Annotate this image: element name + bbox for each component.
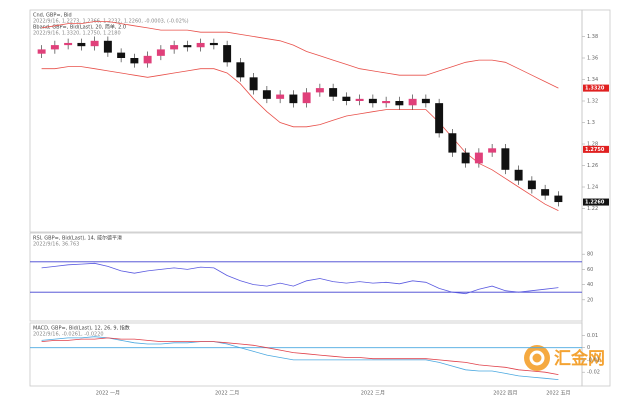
candle-body	[143, 55, 152, 64]
candle-body	[421, 98, 430, 104]
candle-body	[156, 49, 165, 56]
candle-body	[37, 49, 46, 54]
candle-body	[488, 148, 497, 153]
candle-body	[117, 52, 126, 58]
candle-body	[64, 42, 73, 46]
macd-panel	[29, 322, 583, 387]
panel-header: Bband, GBP=, Bid(Last), 20, 简单, 2.0	[33, 24, 126, 31]
candle-body	[183, 45, 192, 48]
candle-body	[249, 77, 258, 91]
y-tick-label: 0	[587, 345, 590, 351]
candle-body	[408, 98, 417, 106]
panel-header: 2022/9/16, 36.763	[33, 242, 79, 248]
price-tag-label: 1.3320	[585, 86, 605, 92]
band-lower	[41, 66, 559, 211]
candle-body	[276, 94, 285, 99]
candle-body	[448, 133, 457, 153]
watermark: 汇金网	[554, 348, 605, 369]
candle-body	[223, 45, 232, 63]
candle-body	[435, 103, 444, 134]
band-upper	[41, 21, 559, 89]
candle-body	[329, 88, 338, 97]
rsi-panel	[29, 232, 583, 322]
panel-header: 2022/9/16, -0.0261, -0.0220	[33, 332, 104, 338]
candle-body	[170, 45, 179, 50]
candle-body	[236, 62, 245, 78]
candle-body	[315, 88, 324, 93]
candle-body	[103, 40, 112, 53]
price-tag	[583, 84, 609, 92]
y-tick-label: 0.01	[587, 333, 598, 339]
candle-body	[501, 148, 510, 170]
y-tick-label: 1.28	[587, 142, 598, 148]
y-tick-label: 80	[587, 252, 593, 258]
indicator-line	[41, 337, 559, 375]
logo-mark	[529, 350, 545, 366]
candle-body	[527, 180, 536, 190]
candle-body	[77, 42, 86, 47]
y-tick-label: 1.38	[587, 34, 598, 40]
candle-body	[289, 94, 298, 104]
candle-body	[50, 45, 59, 50]
y-tick-label: -0.01	[587, 357, 600, 363]
candle-body	[209, 42, 218, 46]
panel-header: MACD, GBP=, Bid(Last), 12, 26, 9, 指数	[33, 325, 130, 332]
price-panel	[29, 9, 583, 233]
x-tick-label: 2022 一月	[96, 391, 120, 397]
logo	[524, 345, 550, 371]
y-tick-label: 1.34	[587, 77, 598, 83]
panel-header: RSI, GBP=, Bid(Last), 14, 威尔德平滑	[33, 235, 122, 242]
candle-body	[130, 58, 139, 64]
panel-header: 2022/9/16, 1.2273, 1.2366, 1.2232, 1.226…	[33, 19, 189, 25]
price-tag-label: 1.2750	[585, 147, 605, 153]
candle-body	[262, 90, 271, 99]
y-tick-label: 1.26	[587, 163, 598, 169]
y-tick-label: 1.36	[587, 56, 598, 62]
panel-header: Cnd, GBP=, Bid	[33, 13, 72, 19]
price-tag-label: 1.2260	[585, 200, 605, 206]
candle-body	[196, 42, 205, 48]
y-tick-label: 20	[587, 297, 593, 303]
candle-body	[514, 169, 523, 181]
candle-body	[474, 152, 483, 164]
price-tag	[583, 198, 609, 206]
y-tick-label: 60	[587, 267, 593, 273]
x-tick-label: 2022 四月	[493, 391, 517, 397]
candle-body	[382, 101, 391, 104]
y-tick-label: 1.3	[587, 120, 595, 126]
y-tick-label: 40	[587, 282, 593, 288]
x-tick-label: 2022 五月	[546, 391, 570, 397]
x-tick-label: 2022 三月	[361, 391, 385, 397]
y-tick-label: 1.24	[587, 185, 598, 191]
candle-body	[302, 92, 311, 104]
candle-body	[541, 189, 550, 196]
candle-body	[554, 195, 563, 203]
x-tick-label: 2022 二月	[215, 391, 239, 397]
indicator-line	[41, 336, 559, 380]
candle-body	[368, 98, 377, 104]
candle-body	[355, 98, 364, 101]
price-tag	[583, 145, 609, 153]
candle-body	[90, 40, 99, 47]
y-tick-label: 1.22	[587, 206, 598, 212]
indicator-line	[41, 262, 559, 295]
candle-body	[342, 96, 351, 101]
panel-header: 2022/9/16, 1.3320, 1.2750, 1.2180	[33, 31, 121, 37]
axis-strip	[581, 9, 611, 387]
y-tick-label: 1.32	[587, 99, 598, 105]
candle-body	[461, 152, 470, 164]
y-tick-label: -0.02	[587, 370, 600, 376]
candle-body	[395, 101, 404, 106]
